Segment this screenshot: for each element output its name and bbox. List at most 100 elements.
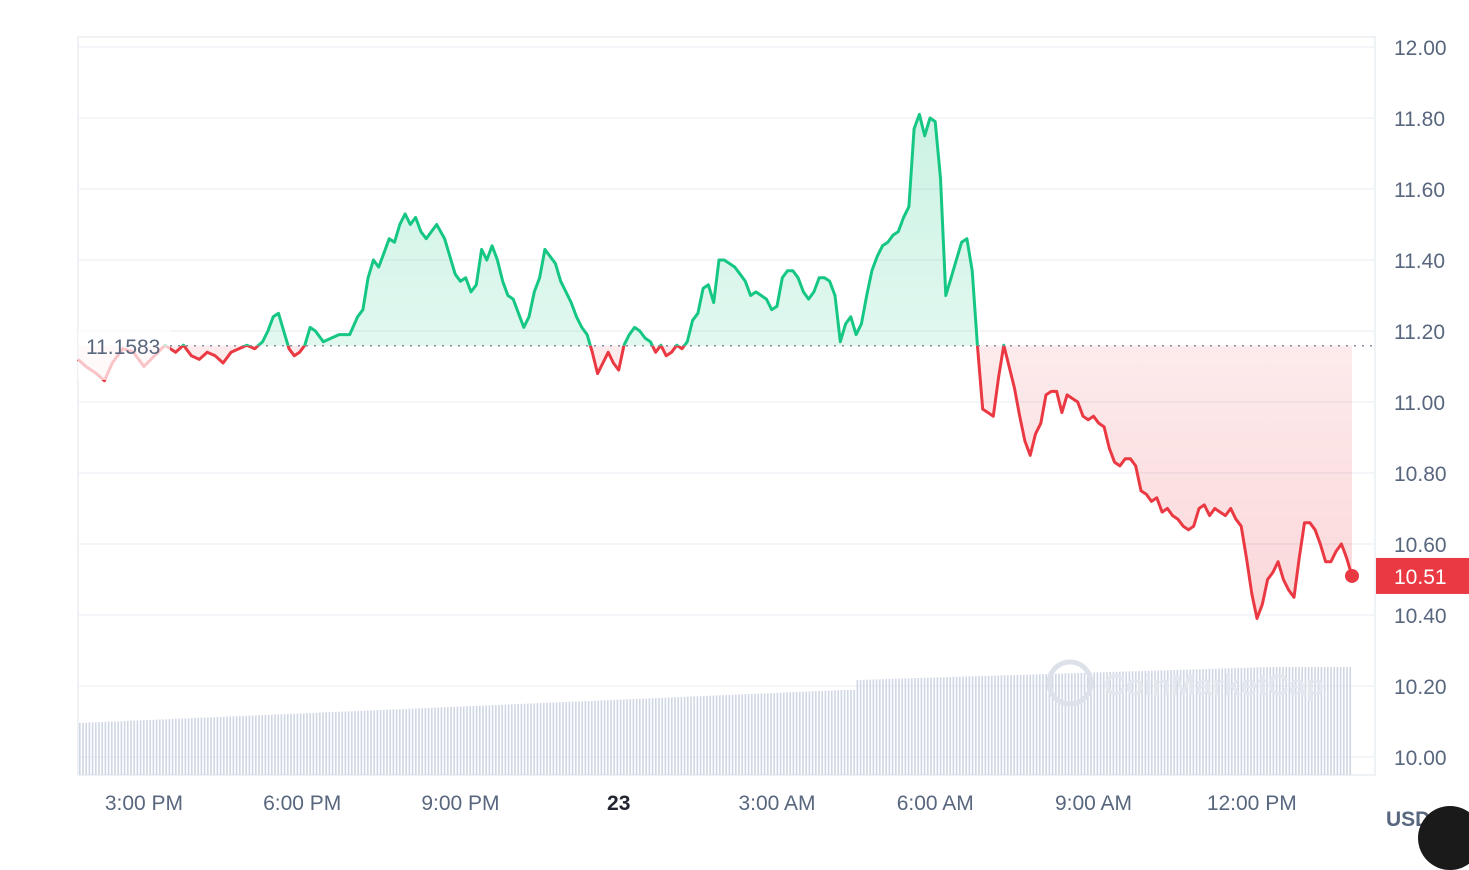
volume-bar — [488, 705, 491, 775]
volume-bar — [264, 714, 267, 775]
volume-bar — [1074, 673, 1076, 775]
volume-bar — [1208, 668, 1211, 775]
volume-bar — [155, 719, 158, 775]
volume-bar — [594, 700, 596, 775]
volume-bar — [600, 700, 603, 775]
volume-bar — [690, 696, 692, 775]
volume-bar — [811, 691, 814, 775]
volume-bar — [1019, 674, 1022, 775]
volume-bar — [146, 720, 148, 775]
volume-bar — [370, 710, 372, 775]
volume-bar — [623, 699, 625, 775]
volume-bar — [1055, 673, 1057, 775]
coinmarketcap-watermark: CoinMarketCap — [1046, 659, 1324, 707]
volume-bar — [1298, 667, 1300, 775]
volume-bar — [1282, 667, 1284, 775]
volume-bar — [1253, 667, 1255, 775]
volume-bar — [437, 707, 439, 775]
volume-bar — [859, 679, 862, 775]
volume-bar — [399, 709, 401, 775]
volume-bar — [1346, 667, 1348, 775]
volume-bar — [1023, 674, 1025, 775]
volume-bar — [450, 706, 452, 775]
volume-bar — [831, 690, 833, 775]
y-tick-label: 10.80 — [1394, 463, 1447, 486]
volume-bar — [453, 706, 455, 775]
price-chart: CoinMarketCap 11.1583 12.00 11.80 11.60 11.… — [76, 36, 1469, 815]
current-price-dot — [1345, 568, 1359, 583]
volume-bar — [587, 701, 590, 775]
volume-bar — [738, 694, 740, 775]
volume-bar — [616, 699, 619, 775]
volume-bar — [565, 702, 567, 775]
volume-bar — [1138, 671, 1140, 775]
volume-bar — [799, 691, 801, 775]
x-tick-label: 6:00 PM — [263, 792, 341, 815]
volume-bar — [127, 720, 129, 775]
volume-bar — [1125, 671, 1127, 775]
volume-bar — [933, 677, 935, 775]
volume-bar — [1314, 667, 1316, 775]
volume-bar — [645, 698, 647, 775]
volume-bar — [821, 690, 823, 775]
x-axis: 3:00 PM 6:00 PM 9:00 PM 23 3:00 AM 6:00 AM 9:0… — [105, 792, 1297, 815]
volume-bar — [501, 704, 503, 775]
volume-bar — [1349, 667, 1351, 775]
volume-bar — [1013, 675, 1015, 775]
volume-bar — [683, 696, 686, 775]
volume-bar — [1141, 671, 1143, 775]
volume-bar — [651, 698, 654, 775]
volume-bar — [527, 703, 529, 775]
volume-bar — [776, 692, 779, 775]
volume-bar — [277, 714, 279, 775]
y-tick-label: 11.60 — [1394, 179, 1445, 202]
volume-bar — [1058, 673, 1060, 775]
volume-bar — [959, 676, 961, 775]
volume-bar — [674, 697, 676, 775]
volume-bar — [1179, 669, 1182, 775]
volume-bar — [136, 720, 139, 775]
volume-bar — [927, 677, 929, 775]
volume-bar — [392, 709, 395, 775]
volume-bar — [1135, 671, 1137, 775]
volume-bar — [216, 717, 219, 775]
volume-bar — [994, 675, 996, 775]
volume-bar — [482, 705, 484, 775]
volume-bar — [767, 693, 769, 775]
volume-bar — [95, 722, 97, 775]
volume-bar — [712, 695, 715, 775]
volume-bar — [1106, 672, 1108, 775]
volume-bar — [1115, 671, 1118, 775]
volume-bar — [1131, 671, 1134, 775]
volume-bar — [898, 678, 900, 775]
corner-badge[interactable] — [1418, 806, 1469, 870]
volume-bar — [376, 710, 379, 775]
volume-bar — [575, 701, 577, 775]
volume-bar — [555, 702, 558, 775]
volume-bar — [1327, 667, 1329, 775]
volume-bar — [1269, 667, 1271, 775]
volume-bar — [485, 705, 487, 775]
volume-bar — [299, 713, 302, 775]
current-price-marker: 10.51 — [1345, 557, 1469, 594]
volume-bar — [443, 707, 446, 775]
volume-bar — [197, 717, 199, 775]
volume-bar — [757, 693, 759, 775]
volume-bar — [319, 712, 321, 775]
volume-bar — [1301, 667, 1303, 775]
volume-bar — [1083, 672, 1086, 775]
volume-bar — [255, 715, 257, 775]
volume-bar — [699, 696, 702, 775]
volume-bar — [232, 716, 235, 775]
volume-bar — [1061, 673, 1063, 775]
volume-bar — [786, 692, 788, 775]
volume-bar — [965, 676, 967, 775]
volume-bar — [664, 697, 667, 775]
volume-bar — [1247, 667, 1249, 775]
volume-bar — [853, 690, 855, 775]
volume-bar — [165, 719, 167, 775]
volume-bar — [840, 690, 843, 775]
volume-bar — [293, 713, 295, 775]
volume-bar — [584, 701, 587, 775]
volume-bar — [475, 705, 478, 775]
